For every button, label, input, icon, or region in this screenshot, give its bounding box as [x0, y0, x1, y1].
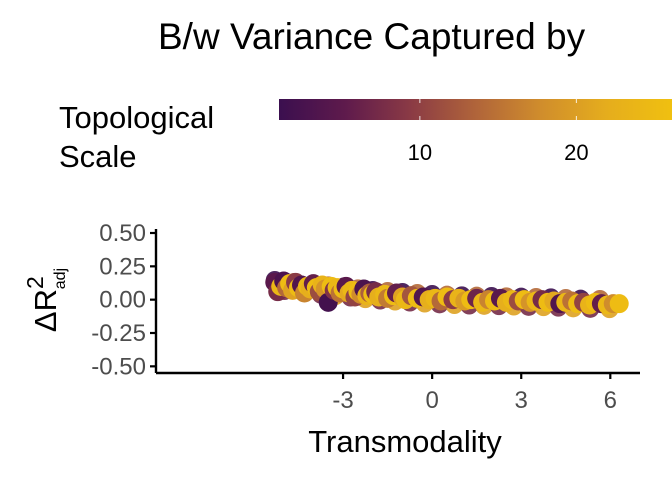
- x-axis-title: Transmodality: [308, 424, 502, 459]
- y-axis-ticks: -0.50 -0.25 0.00 0.25 0.50: [91, 220, 156, 380]
- x-tick-label-0: -3: [332, 387, 353, 414]
- colorbar-ticks: 10 20: [408, 99, 589, 165]
- scatter-point-77: [609, 294, 629, 314]
- y-tick-label-2: 0.00: [99, 287, 146, 314]
- y-axis-title: ΔR2 adj: [22, 268, 69, 332]
- y-tick-label-4: 0.50: [99, 220, 146, 247]
- colorbar: [279, 99, 672, 120]
- x-tick-label-2: 3: [515, 387, 528, 414]
- y-axis-title-subscript: adj: [52, 268, 69, 289]
- legend-title-line-2: Scale: [59, 139, 137, 174]
- colorbar-tick-label-10: 10: [408, 140, 432, 165]
- y-tick-label-1: -0.25: [91, 320, 146, 347]
- legend-title-line-1: Topological: [59, 100, 214, 135]
- color-legend: Topological Scale 10 20: [59, 99, 672, 174]
- y-tick-label-3: 0.25: [99, 253, 146, 280]
- y-axis-title-superscript: 2: [22, 276, 48, 289]
- x-axis-ticks: -3 0 3 6: [332, 373, 617, 414]
- y-tick-label-0: -0.50: [91, 353, 146, 380]
- y-axis-title-base: ΔR: [28, 289, 63, 332]
- chart-title: B/w Variance Captured by: [158, 16, 586, 57]
- x-tick-label-1: 0: [425, 387, 438, 414]
- x-tick-label-3: 6: [604, 387, 617, 414]
- colorbar-tick-label-20: 20: [564, 140, 588, 165]
- scatter-points: [265, 271, 629, 319]
